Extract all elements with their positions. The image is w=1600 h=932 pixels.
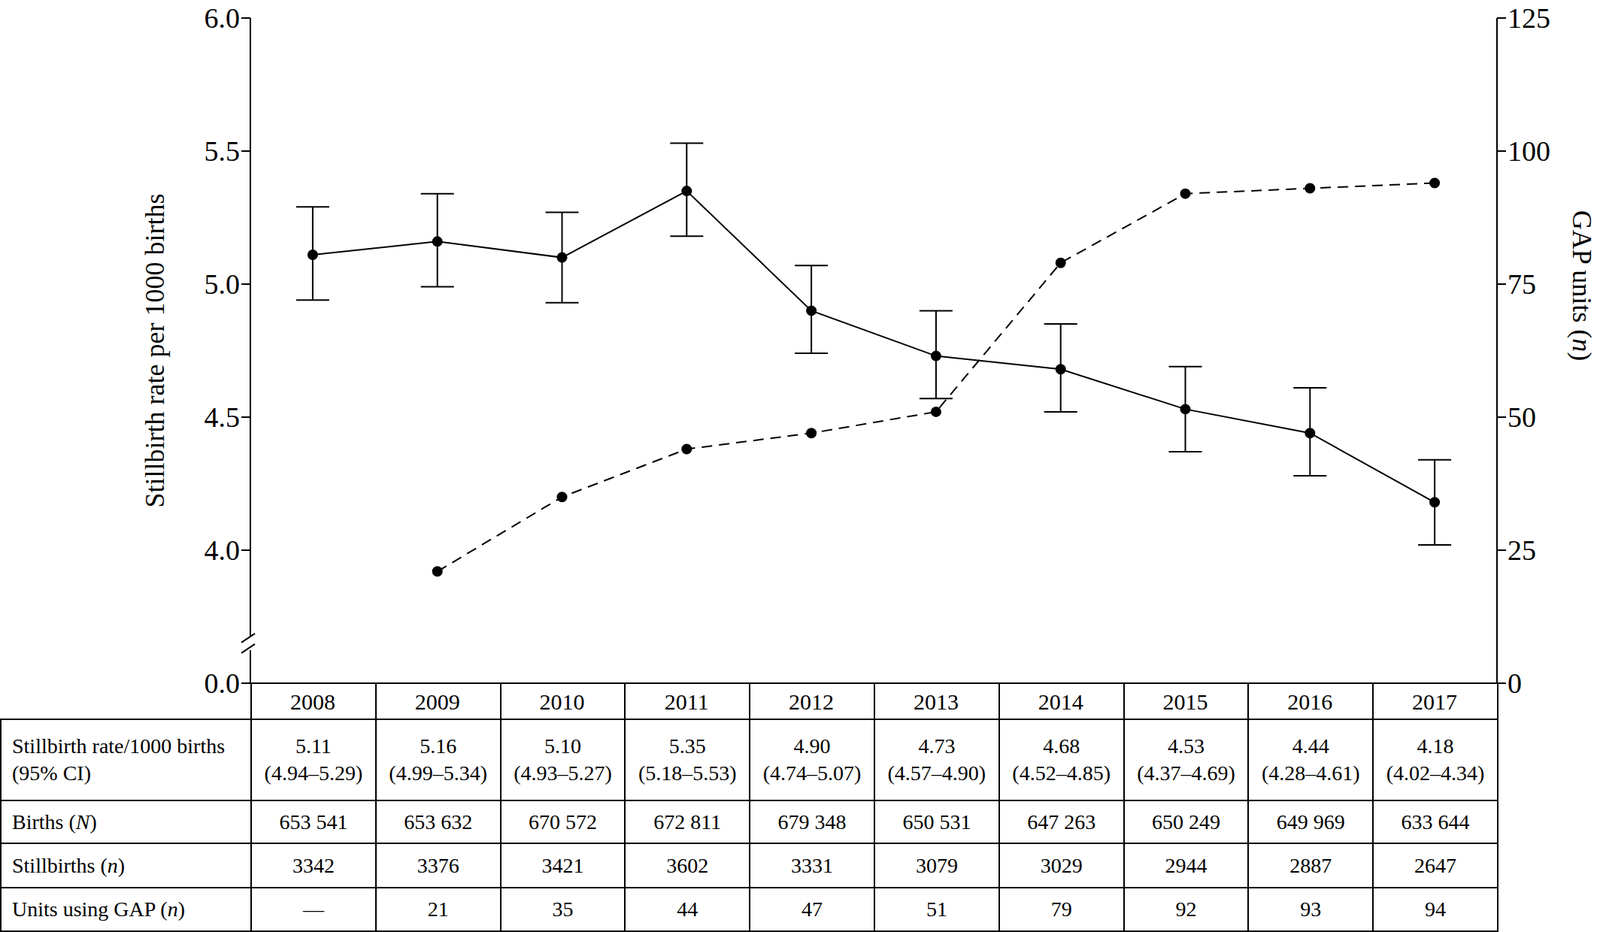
html-text:(4.37–4.69): (4.37–4.69): [1136, 761, 1236, 785]
svg-text:2015: 2015: [1163, 689, 1209, 715]
svg-text:2009: 2009: [415, 689, 461, 715]
html-text:21: 21: [427, 897, 449, 922]
html-text:647 263: 647 263: [1027, 810, 1096, 834]
html-text:3602: 3602: [666, 853, 709, 878]
html-text:5.35: 5.35: [669, 734, 706, 758]
html-text:650 249: 650 249: [1151, 810, 1221, 834]
html-text:3342: 3342: [292, 853, 335, 878]
svg-text:50: 50: [1507, 401, 1537, 434]
html-text:(4.02–4.34): (4.02–4.34): [1386, 761, 1485, 785]
svg-text:Stillbirth rate per 1000 birth: Stillbirth rate per 1000 births: [139, 193, 170, 509]
html-text:2647: 2647: [1414, 853, 1457, 878]
html-text:5.16: 5.16: [419, 734, 457, 758]
html-text:4.68: 4.68: [1043, 734, 1080, 758]
html-text:79: 79: [1050, 897, 1072, 922]
html-text:4.90: 4.90: [793, 734, 831, 758]
html-text:Stillbirth rate/1000 births (9: Stillbirth rate/1000 births (95% CI): [12, 734, 225, 785]
svg-text:0.0: 0.0: [204, 667, 241, 700]
svg-text:0: 0: [1507, 667, 1522, 700]
svg-text:75: 75: [1507, 268, 1537, 300]
html-text:Units using GAP (n): Units using GAP (n): [12, 897, 185, 922]
svg-text:2016: 2016: [1287, 689, 1333, 715]
svg-text:GAP units (n): GAP units (n): [1566, 210, 1594, 362]
html-text:4.18: 4.18: [1416, 734, 1454, 758]
svg-text:5.0: 5.0: [204, 268, 241, 300]
svg-text:4.0: 4.0: [204, 534, 241, 567]
html-text:44: 44: [676, 897, 698, 922]
html-text:94: 94: [1424, 897, 1446, 922]
svg-text:4.5: 4.5: [204, 401, 241, 434]
html-text:(4.57–4.90): (4.57–4.90): [887, 761, 986, 785]
svg-text:100: 100: [1507, 135, 1551, 167]
html-text:4.44: 4.44: [1292, 734, 1330, 758]
svg-text:125: 125: [1507, 2, 1551, 34]
html-text:Births (N): Births (N): [12, 810, 97, 834]
html-text:3079: 3079: [915, 853, 958, 878]
svg-text:2014: 2014: [1038, 689, 1084, 715]
html-text:679 348: 679 348: [777, 810, 847, 834]
svg-text:2008: 2008: [290, 689, 336, 715]
svg-text:6.0: 6.0: [204, 2, 241, 34]
html-text:(4.99–5.34): (4.99–5.34): [389, 761, 488, 785]
html-text:3029: 3029: [1040, 853, 1083, 878]
html-text:(4.28–4.61): (4.28–4.61): [1261, 761, 1360, 785]
svg-text:2011: 2011: [664, 689, 710, 715]
html-text:2887: 2887: [1289, 853, 1332, 878]
html-text:653 541: 653 541: [279, 810, 348, 834]
html-text:2944: 2944: [1165, 853, 1208, 878]
html-text:650 531: 650 531: [902, 810, 971, 834]
html-text:670 572: 670 572: [528, 810, 597, 834]
html-text:(4.94–5.29): (4.94–5.29): [264, 761, 363, 785]
html-text:(4.52–4.85): (4.52–4.85): [1012, 761, 1111, 785]
svg-text:5.5: 5.5: [204, 135, 241, 167]
html-text:93: 93: [1300, 897, 1322, 922]
html-text:92: 92: [1175, 897, 1197, 922]
html-text:3421: 3421: [541, 853, 584, 878]
html-text:(5.18–5.53): (5.18–5.53): [638, 761, 737, 785]
svg-text:25: 25: [1507, 534, 1537, 567]
svg-text:2012: 2012: [788, 689, 834, 715]
html-text:653 632: 653 632: [403, 810, 473, 834]
html-text:649 969: 649 969: [1276, 810, 1345, 834]
html-text:4.73: 4.73: [918, 734, 956, 758]
svg-text:2010: 2010: [539, 689, 585, 715]
svg-text:2013: 2013: [913, 689, 959, 715]
html-text:672 811: 672 811: [653, 810, 722, 834]
html-text:(4.74–5.07): (4.74–5.07): [763, 761, 862, 785]
svg-text:2017: 2017: [1412, 689, 1458, 715]
html-text:4.53: 4.53: [1167, 734, 1205, 758]
html-text:633 644: 633 644: [1401, 810, 1470, 834]
html-text:3331: 3331: [791, 853, 834, 878]
html-text:5.10: 5.10: [544, 734, 582, 758]
html-text:47: 47: [801, 897, 823, 922]
html-text:35: 35: [552, 897, 574, 922]
html-text:51: 51: [926, 897, 948, 922]
html-text:Stillbirths (n): Stillbirths (n): [12, 853, 125, 878]
html-text:3376: 3376: [417, 853, 460, 878]
html-text:(4.93–5.27): (4.93–5.27): [513, 761, 612, 785]
html-text:5.11: 5.11: [295, 734, 332, 758]
